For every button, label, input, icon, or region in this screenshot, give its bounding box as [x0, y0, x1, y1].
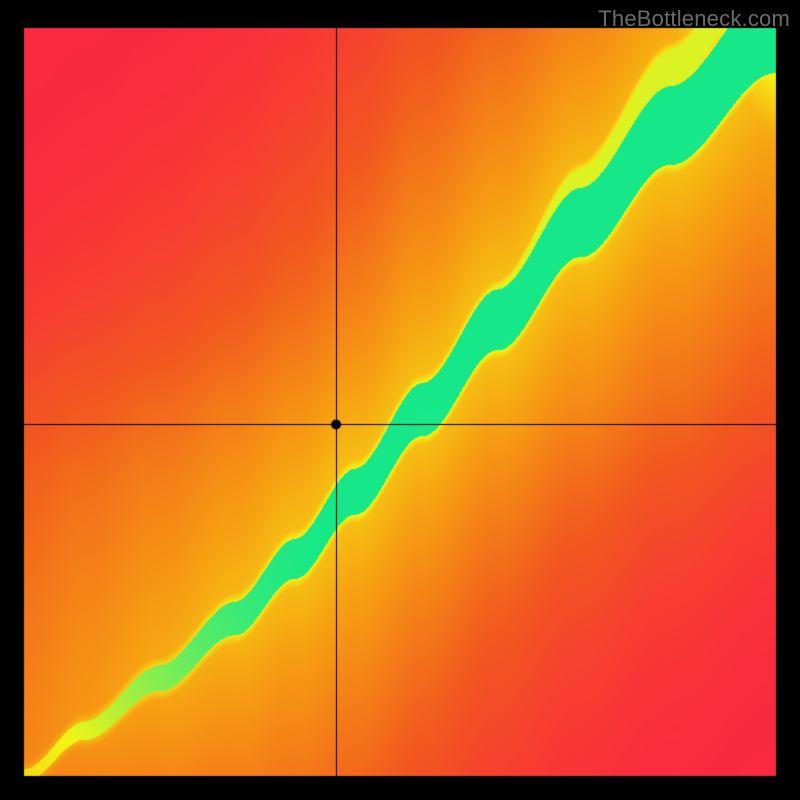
watermark-text: TheBottleneck.com	[598, 6, 790, 32]
heatmap-canvas	[0, 0, 800, 800]
chart-container: TheBottleneck.com	[0, 0, 800, 800]
